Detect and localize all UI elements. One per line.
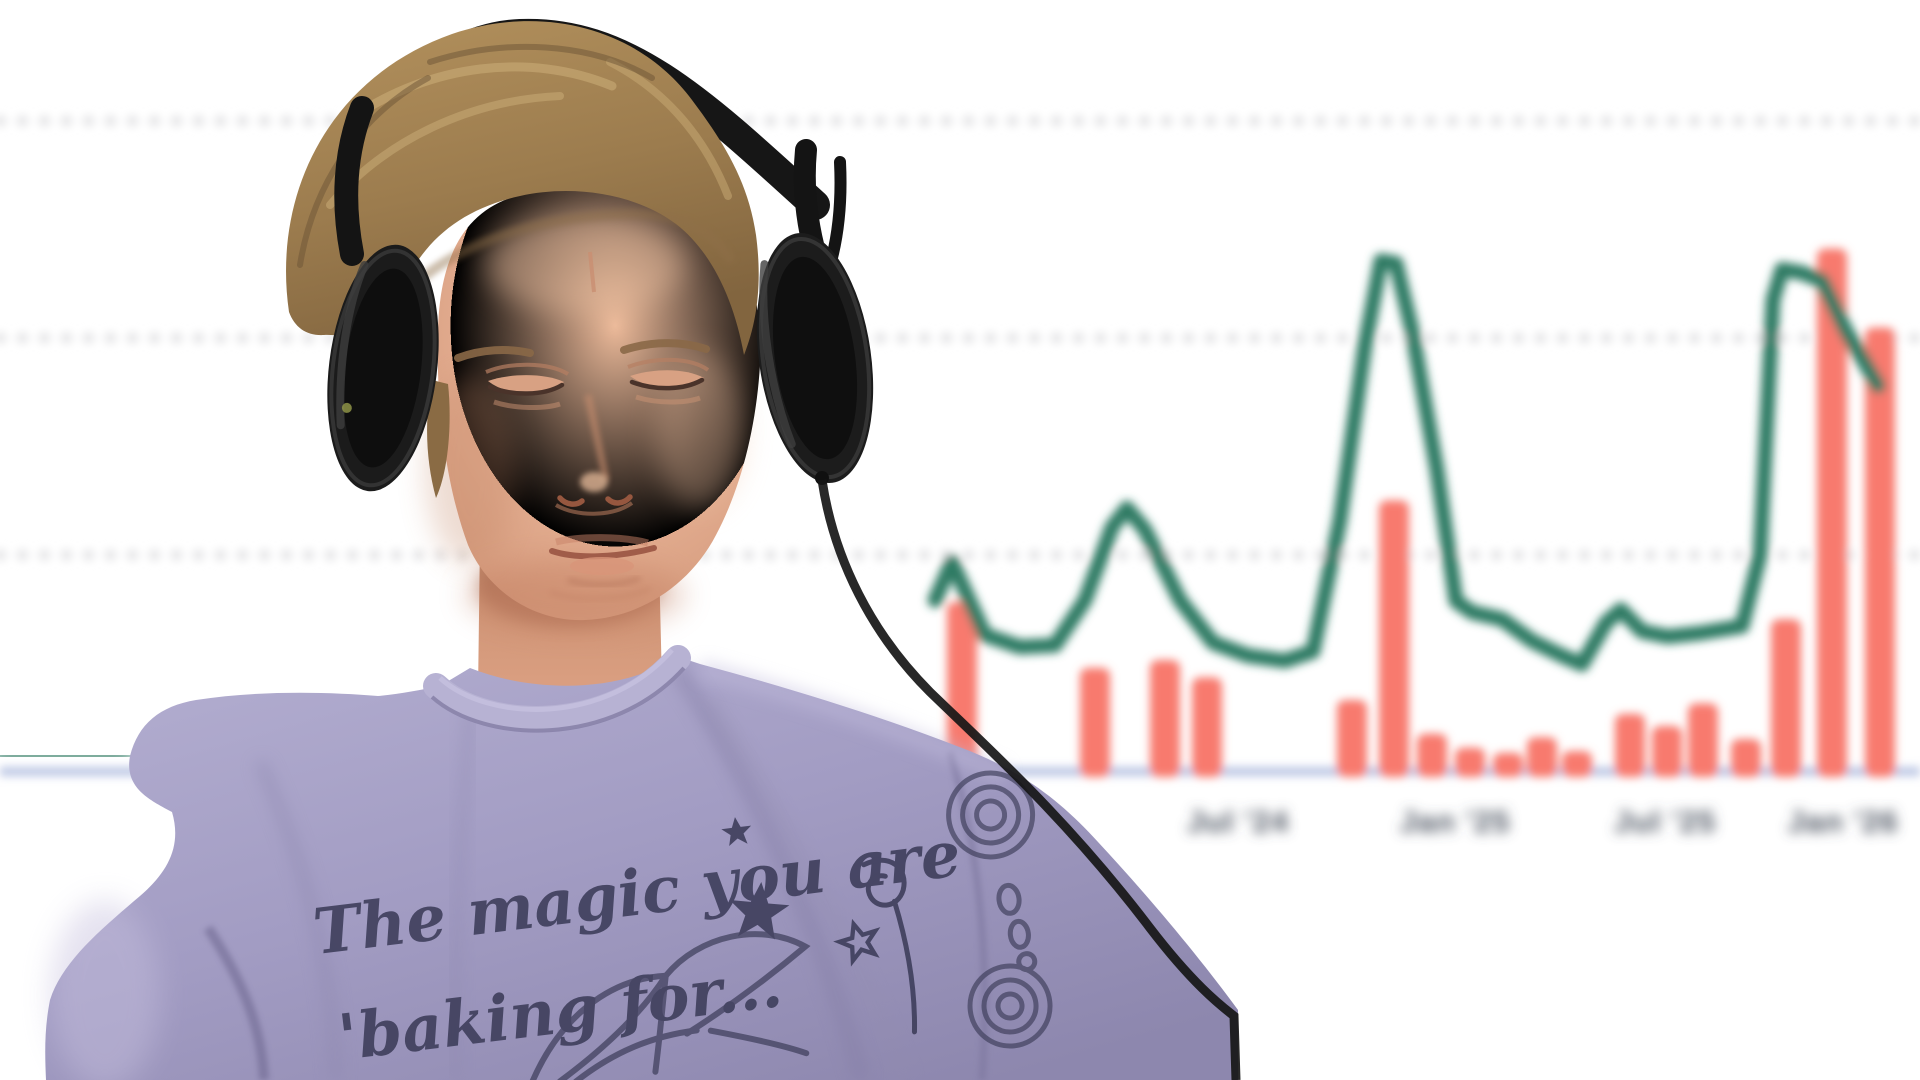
bar <box>1493 752 1523 777</box>
bar <box>1455 747 1485 777</box>
bar <box>1731 739 1761 777</box>
forehead-mark <box>588 251 596 293</box>
bar <box>1527 737 1557 777</box>
right-eye <box>627 357 710 405</box>
face <box>425 186 761 630</box>
bar <box>1562 751 1592 777</box>
shirt-fold <box>203 925 269 1080</box>
plant-doodle <box>528 931 811 1080</box>
left-eyebrow <box>454 346 534 362</box>
forehead-highlight <box>485 215 685 315</box>
bar <box>1817 248 1847 777</box>
red-bar-series <box>947 248 1895 777</box>
shirt-fold <box>670 664 869 1080</box>
right-earcup <box>756 232 874 484</box>
swirl-wand-doodle <box>861 857 918 1035</box>
collar <box>423 645 691 732</box>
green-line-left-edge-segment <box>0 744 136 768</box>
shirt-fold <box>706 697 913 1080</box>
x-axis-label: Jul '25 <box>1614 804 1716 839</box>
x-axis-label: Jul '24 <box>1187 804 1289 839</box>
bar <box>1192 677 1222 777</box>
x-axis-label: Jan '26 <box>1788 804 1899 839</box>
bar <box>1688 703 1718 777</box>
right-eyebrow <box>620 339 710 354</box>
collar-top-edge <box>438 648 674 712</box>
sleeve-highlight <box>50 900 160 1080</box>
left-earcup <box>327 244 439 492</box>
bar <box>1652 725 1682 777</box>
left-eye <box>485 362 570 411</box>
bar <box>1865 327 1895 777</box>
torso-shirt <box>45 645 1239 1080</box>
trend-line-left <box>0 744 136 768</box>
star-doodle-outline <box>833 918 881 967</box>
bar <box>1417 733 1447 777</box>
green-line-series <box>927 253 1886 672</box>
collar-seam <box>430 666 686 733</box>
spiral-chain-doodle <box>946 770 1053 1049</box>
shoulder-highlight <box>697 660 1009 783</box>
star-doodle-filled <box>729 882 790 940</box>
x-axis-labels: Jul '24 Jan '25 Jul '25 Jan '26 <box>1187 804 1899 839</box>
cheek-highlight <box>655 350 745 510</box>
x-axis-label: Jan '25 <box>1400 804 1511 839</box>
bar <box>1080 667 1110 777</box>
mouth <box>549 534 657 601</box>
shirt-fold <box>254 759 342 1080</box>
nose <box>554 394 634 516</box>
bar <box>1337 699 1367 777</box>
bar <box>1379 500 1409 777</box>
headphone-cable <box>815 471 1241 1080</box>
bar <box>1150 660 1180 777</box>
star-doodle-small <box>721 817 752 847</box>
bar <box>1771 619 1801 777</box>
earcup-logo-dot <box>341 402 352 413</box>
shirt-fold <box>450 704 475 1080</box>
bar <box>1615 713 1645 777</box>
trend-line <box>927 253 1886 672</box>
headphone-band-left-bracket <box>334 96 374 266</box>
